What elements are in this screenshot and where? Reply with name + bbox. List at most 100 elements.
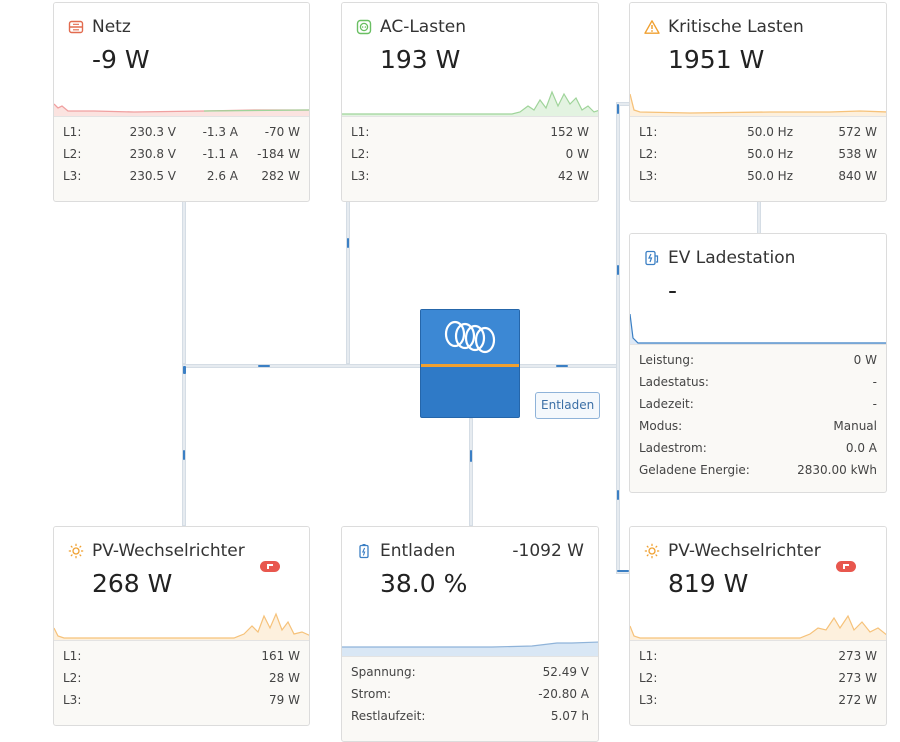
grid-l1-label: L1: <box>63 125 82 139</box>
flow-pulse <box>556 365 568 367</box>
battery-row-remaining: Restlaufzeit: 5.07 h <box>351 705 589 727</box>
battery-voltage-value: 52.49 V <box>542 665 589 679</box>
pv-right-row-l1: L1: 273 W <box>639 645 877 667</box>
critical-loads-row-l3: L3: 50.0 Hz 840 W <box>639 165 877 187</box>
ev-row-mode: Modus: Manual <box>639 415 877 437</box>
ac-loads-power: 193 W <box>380 45 461 74</box>
critical-loads-row-l2: L2: 50.0 Hz 538 W <box>639 143 877 165</box>
critical-loads-l1-label: L1: <box>639 125 658 139</box>
pv-left-sparkline <box>54 612 309 640</box>
flow-pulse <box>617 104 619 114</box>
pv-left-l2-label: L2: <box>63 671 82 685</box>
plug-socket-icon <box>356 19 372 35</box>
ac-loads-l1-power: 152 W <box>550 125 589 139</box>
ac-loads-row-l2: L2: 0 W <box>351 143 589 165</box>
wire-right-bus-vertical <box>616 102 620 574</box>
inverter-state-badge: Entladen <box>535 392 601 419</box>
battery-sparkline <box>342 641 598 656</box>
ac-loads-row-l1: L1: 152 W <box>351 121 589 143</box>
battery-voltage-label: Spannung: <box>351 665 416 679</box>
pv-left-row-l2: L2: 28 W <box>63 667 300 689</box>
pv-right-card[interactable]: PV-Wechselrichter 819 W L1: 273 W L2: 27… <box>629 526 887 726</box>
pv-left-row-l1: L1: 161 W <box>63 645 300 667</box>
grid-l1-power: -70 W <box>264 125 300 139</box>
grid-power: -9 W <box>92 45 150 74</box>
critical-loads-row-l1: L1: 50.0 Hz 572 W <box>639 121 877 143</box>
grid-l3-voltage: 230.5 V <box>129 169 176 183</box>
battery-remaining-value: 5.07 h <box>550 709 589 723</box>
ev-station-sparkline <box>630 314 886 344</box>
critical-loads-l3-label: L3: <box>639 169 658 183</box>
pv-left-card[interactable]: PV-Wechselrichter 268 W L1: 161 W L2: 28… <box>53 526 310 726</box>
critical-loads-card[interactable]: Kritische Lasten 1951 W L1: 50.0 Hz 572 … <box>629 2 887 202</box>
flow-pulse <box>258 365 270 367</box>
battery-card[interactable]: Entladen -1092 W 38.0 % Spannung: 52.49 … <box>341 526 599 742</box>
ev-station-title: EV Ladestation <box>668 248 796 268</box>
pv-right-sparkline <box>630 614 886 640</box>
fronius-logo-icon <box>836 561 856 572</box>
battery-soc: 38.0 % <box>380 569 468 598</box>
pv-right-title: PV-Wechselrichter <box>668 541 821 561</box>
ev-charger-icon <box>645 250 659 266</box>
pv-right-l2-power: 273 W <box>838 671 877 685</box>
grid-l3-power: 282 W <box>261 169 300 183</box>
flow-pulse <box>347 238 349 248</box>
ev-energy-label: Geladene Energie: <box>639 463 750 477</box>
critical-loads-sparkline <box>630 93 886 116</box>
critical-loads-l3-power: 840 W <box>838 169 877 183</box>
grid-l1-current: -1.3 A <box>202 125 238 139</box>
ev-row-current: Ladestrom: 0.0 A <box>639 437 877 459</box>
battery-row-current: Strom: -20.80 A <box>351 683 589 705</box>
ev-station-card[interactable]: EV Ladestation - Leistung: 0 W Ladestatu… <box>629 233 887 493</box>
flow-pulse <box>183 450 185 460</box>
ev-row-energy: Geladene Energie: 2830.00 kWh <box>639 459 877 481</box>
ac-loads-card[interactable]: AC-Lasten 193 W L1: 152 W L2: 0 W L3: 42… <box>341 2 599 202</box>
grid-meter-icon <box>68 20 84 34</box>
battery-row-voltage: Spannung: 52.49 V <box>351 661 589 683</box>
ev-status-value: - <box>872 375 877 389</box>
ac-loads-l3-label: L3: <box>351 169 370 183</box>
flow-pulse <box>617 490 619 500</box>
warning-triangle-icon <box>644 20 660 34</box>
ev-current-label: Ladestrom: <box>639 441 707 455</box>
pv-left-l1-label: L1: <box>63 649 82 663</box>
critical-loads-l3-frequency: 50.0 Hz <box>747 169 793 183</box>
battery-current-value: -20.80 A <box>538 687 589 701</box>
ev-status-label: Ladestatus: <box>639 375 709 389</box>
battery-charging-icon <box>359 544 369 559</box>
pv-right-l3-label: L3: <box>639 693 658 707</box>
grid-l1-voltage: 230.3 V <box>129 125 176 139</box>
grid-l2-voltage: 230.8 V <box>129 147 176 161</box>
ac-loads-sparkline <box>342 90 598 116</box>
critical-loads-power: 1951 W <box>668 45 765 74</box>
grid-card[interactable]: Netz -9 W L1: 230.3 V -1.3 A -70 W L2: 2… <box>53 2 310 202</box>
sun-icon <box>68 543 84 559</box>
grid-l2-power: -184 W <box>257 147 300 161</box>
grid-row-l1: L1: 230.3 V -1.3 A -70 W <box>63 121 300 143</box>
critical-loads-title: Kritische Lasten <box>668 17 804 37</box>
ev-station-power: - <box>668 276 678 305</box>
pv-right-l2-label: L2: <box>639 671 658 685</box>
wire-grid-vertical <box>182 201 186 364</box>
critical-loads-l2-power: 538 W <box>838 147 877 161</box>
pv-right-power: 819 W <box>668 569 749 598</box>
ev-row-status: Ladestatus: - <box>639 371 877 393</box>
grid-title: Netz <box>92 17 131 37</box>
grid-l2-current: -1.1 A <box>202 147 238 161</box>
ev-current-value: 0.0 A <box>845 441 877 455</box>
flow-pulse <box>617 265 619 275</box>
inverter-logo-band <box>421 310 519 364</box>
ev-time-value: - <box>872 397 877 411</box>
grid-l3-label: L3: <box>63 169 82 183</box>
ac-loads-l2-label: L2: <box>351 147 370 161</box>
pv-right-row-l3: L3: 272 W <box>639 689 877 711</box>
critical-loads-l2-frequency: 50.0 Hz <box>747 147 793 161</box>
battery-current-label: Strom: <box>351 687 392 701</box>
inverter-box[interactable] <box>420 309 520 418</box>
pv-left-title: PV-Wechselrichter <box>92 541 245 561</box>
critical-loads-l2-label: L2: <box>639 147 658 161</box>
flow-pulse <box>617 570 629 572</box>
wire-pv-left-vertical <box>182 368 186 526</box>
inverter-divider <box>421 364 519 367</box>
pv-left-l3-power: 79 W <box>269 693 300 707</box>
